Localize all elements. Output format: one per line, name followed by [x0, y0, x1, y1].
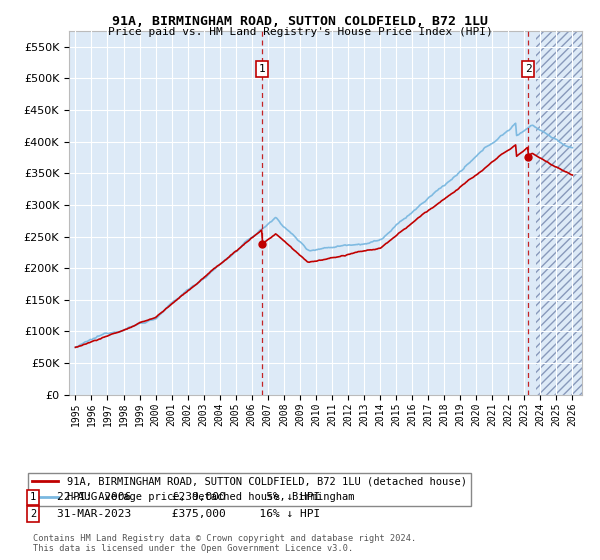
Text: 31-MAR-2023      £375,000     16% ↓ HPI: 31-MAR-2023 £375,000 16% ↓ HPI — [57, 509, 320, 519]
Text: 22-AUG-2006      £239,000      5% ↓ HPI: 22-AUG-2006 £239,000 5% ↓ HPI — [57, 492, 320, 502]
Text: Price paid vs. HM Land Registry's House Price Index (HPI): Price paid vs. HM Land Registry's House … — [107, 27, 493, 37]
Text: Contains HM Land Registry data © Crown copyright and database right 2024.
This d: Contains HM Land Registry data © Crown c… — [33, 534, 416, 553]
Legend: 91A, BIRMINGHAM ROAD, SUTTON COLDFIELD, B72 1LU (detached house), HPI: Average p: 91A, BIRMINGHAM ROAD, SUTTON COLDFIELD, … — [28, 473, 471, 506]
Text: 2: 2 — [525, 64, 532, 74]
Bar — [536, 31, 589, 395]
Text: 2: 2 — [30, 509, 36, 519]
Text: 1: 1 — [259, 64, 265, 74]
Text: 91A, BIRMINGHAM ROAD, SUTTON COLDFIELD, B72 1LU: 91A, BIRMINGHAM ROAD, SUTTON COLDFIELD, … — [112, 15, 488, 28]
Text: 1: 1 — [30, 492, 36, 502]
